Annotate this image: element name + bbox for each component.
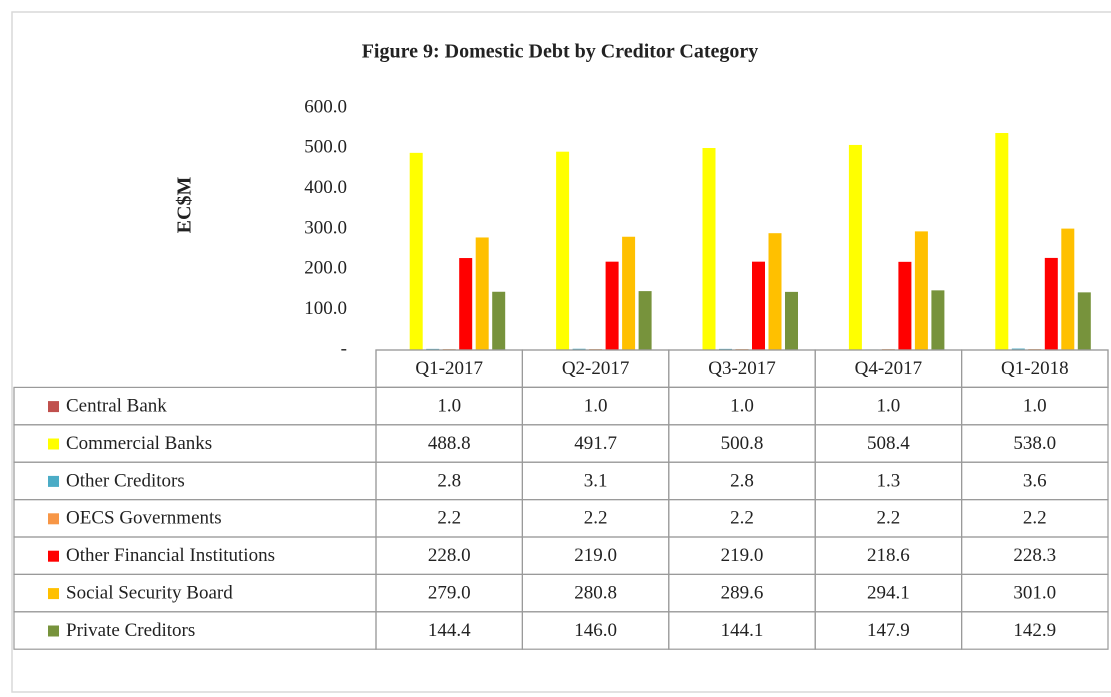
- table-value: 228.0: [428, 545, 471, 566]
- x-tick-label: Q1-2017: [415, 358, 483, 379]
- table-value: 508.4: [867, 433, 910, 454]
- table-value: 2.2: [730, 508, 754, 529]
- y-tick-label: 100.0: [304, 298, 347, 319]
- y-tick-label: 400.0: [304, 177, 347, 198]
- y-tick-label: 300.0: [304, 217, 347, 238]
- legend-label: Social Security Board: [66, 582, 233, 603]
- legend-label: Central Bank: [66, 395, 167, 416]
- bar: [914, 231, 928, 350]
- legend-label: Other Creditors: [66, 470, 185, 491]
- bar: [409, 152, 423, 350]
- x-tick-label: Q3-2017: [708, 358, 776, 379]
- table-value: 279.0: [428, 582, 471, 603]
- table-value: 1.0: [877, 395, 901, 416]
- table-value: 146.0: [574, 620, 617, 641]
- y-tick-label: -: [341, 338, 347, 359]
- table-value: 219.0: [721, 545, 764, 566]
- bar: [785, 291, 798, 350]
- bar: [459, 258, 473, 350]
- bar: [848, 144, 862, 350]
- table-value: 500.8: [721, 433, 764, 454]
- table-value: 289.6: [721, 582, 764, 603]
- bar: [572, 348, 586, 350]
- table-value: 147.9: [867, 620, 910, 641]
- bar: [1044, 257, 1058, 350]
- legend-label: OECS Governments: [66, 508, 222, 529]
- table-value: 2.2: [584, 508, 608, 529]
- bar: [638, 291, 652, 350]
- bar: [768, 233, 782, 350]
- bar: [1011, 348, 1025, 350]
- bar: [1077, 292, 1091, 350]
- bar: [702, 148, 716, 350]
- table-value: 2.8: [730, 470, 754, 491]
- table-value: 1.0: [437, 395, 461, 416]
- table-value: 538.0: [1013, 433, 1056, 454]
- legend-key: [48, 513, 59, 525]
- table-value: 2.2: [1023, 508, 1047, 529]
- bar: [622, 236, 636, 350]
- legend-key: [48, 550, 59, 562]
- table-value: 2.2: [437, 508, 461, 529]
- bar: [931, 290, 945, 350]
- table-value: 219.0: [574, 545, 617, 566]
- table-value: 218.6: [867, 545, 910, 566]
- chart-title: Figure 9: Domestic Debt by Creditor Cate…: [362, 41, 759, 63]
- table-value: 2.2: [877, 508, 901, 529]
- table-cell: [960, 611, 1109, 650]
- legend-label: Commercial Banks: [66, 433, 212, 454]
- table-value: 1.0: [730, 395, 754, 416]
- table-value: 301.0: [1013, 582, 1056, 603]
- table-value: 228.3: [1013, 545, 1056, 566]
- table-value: 1.3: [877, 470, 901, 491]
- bar: [752, 261, 765, 350]
- bar: [1061, 228, 1075, 350]
- legend-key: [48, 625, 59, 637]
- table-value: 3.6: [1023, 470, 1047, 491]
- y-tick-label: 600.0: [304, 96, 347, 117]
- legend-label: Other Financial Institutions: [66, 545, 275, 566]
- table-value: 144.4: [428, 620, 471, 641]
- legend-key: [48, 438, 59, 450]
- table-value: 142.9: [1013, 620, 1056, 641]
- bar: [995, 133, 1009, 350]
- table-value: 144.1: [721, 620, 764, 641]
- bar: [475, 237, 489, 350]
- table-value: 488.8: [428, 433, 471, 454]
- legend-key: [48, 475, 59, 487]
- frame: [11, 11, 1111, 693]
- bar: [605, 261, 619, 350]
- table-value: 1.0: [584, 395, 608, 416]
- legend-key: [48, 588, 59, 600]
- table-value: 1.0: [1023, 395, 1047, 416]
- y-tick-label: 500.0: [304, 137, 347, 158]
- y-axis-label: EC$M: [174, 177, 196, 234]
- y-tick-label: 200.0: [304, 258, 347, 279]
- bar: [556, 151, 570, 350]
- legend-key: [48, 401, 59, 413]
- table-value: 2.8: [437, 470, 461, 491]
- bar: [898, 261, 912, 350]
- bar: [492, 291, 506, 350]
- table-value: 491.7: [574, 433, 617, 454]
- table-value: 280.8: [574, 582, 617, 603]
- table-value: 3.1: [584, 470, 608, 491]
- x-tick-label: Q4-2017: [855, 358, 923, 379]
- table-value: 294.1: [867, 582, 910, 603]
- x-tick-label: Q1-2018: [1001, 358, 1069, 379]
- x-tick-label: Q2-2017: [562, 358, 630, 379]
- legend-label: Private Creditors: [66, 620, 195, 641]
